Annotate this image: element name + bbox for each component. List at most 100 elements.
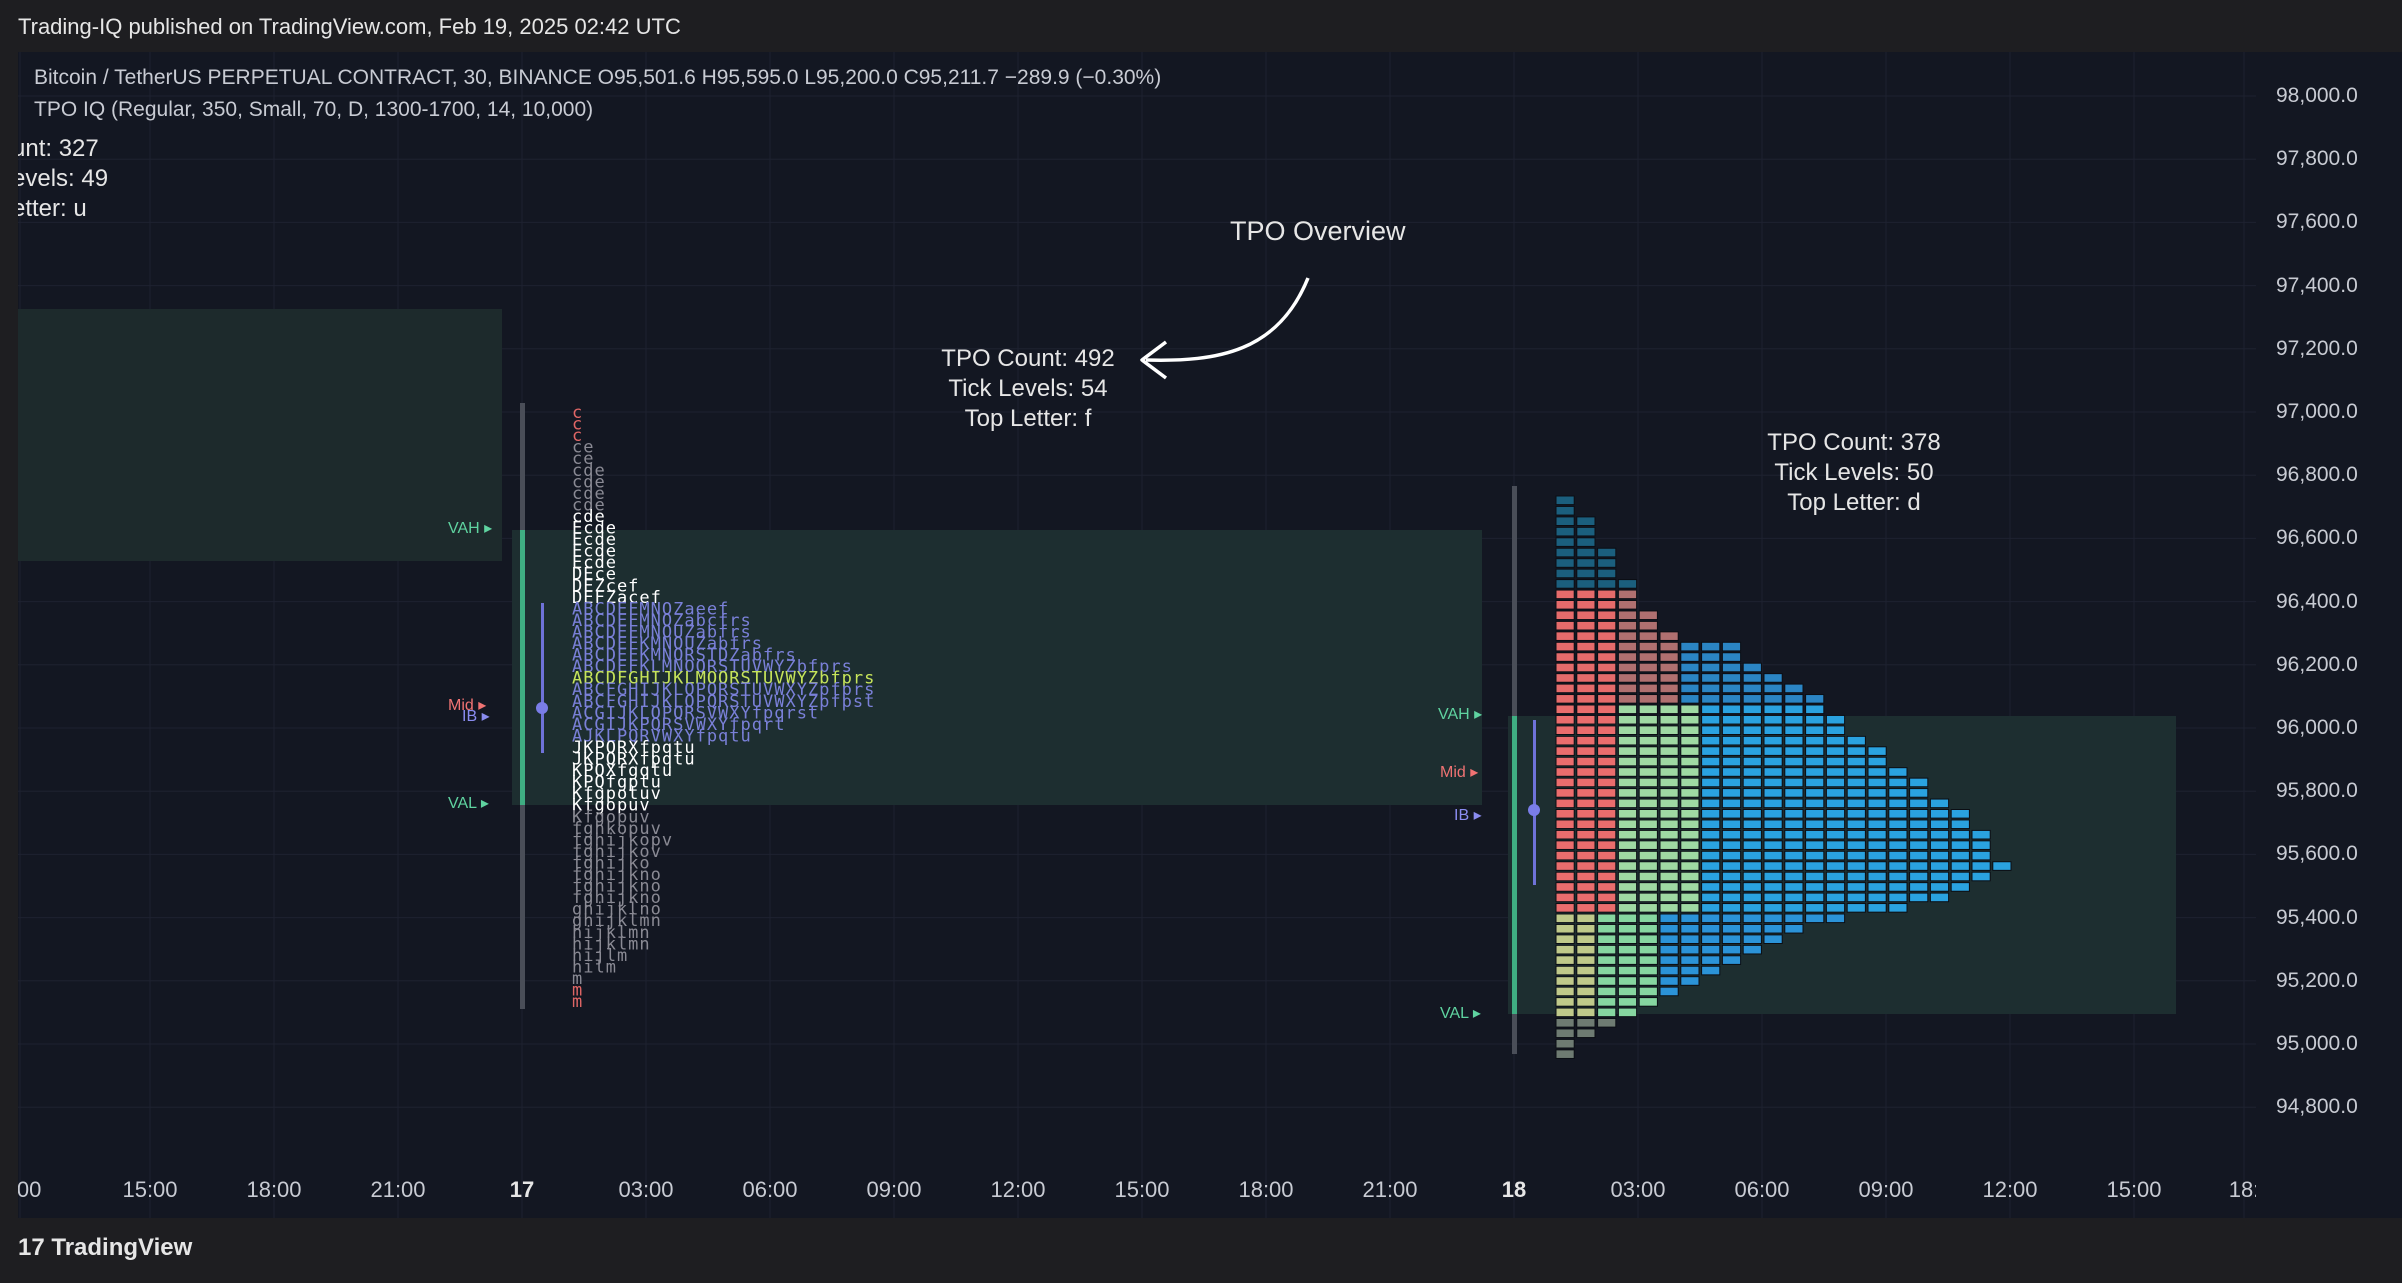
tpo-block xyxy=(1617,923,1638,934)
tpo-block xyxy=(1576,892,1596,903)
tpo-letter-row: hijklmn xyxy=(572,923,651,943)
price-axis[interactable]: 98,000.0 97,800.0 97,600.0 97,400.0 97,200.0… xyxy=(2256,52,2402,1218)
tpo-block xyxy=(1784,913,1804,924)
tpo-block xyxy=(1680,788,1700,798)
symbol-legend[interactable]: Bitcoin / TetherUS PERPETUAL CONTRACT, 3… xyxy=(34,66,1162,89)
indicator-legend[interactable]: TPO IQ (Regular, 350, Small, 70, D, 1300… xyxy=(34,98,594,121)
tpo-block xyxy=(1555,641,1575,652)
tpo-block xyxy=(1784,767,1804,777)
tpo-block xyxy=(1555,788,1575,798)
tpo-block xyxy=(1597,568,1617,579)
tpo-block xyxy=(1555,882,1575,892)
tpo-block xyxy=(1638,725,1658,736)
tpo-block xyxy=(1617,777,1638,788)
tpo-block xyxy=(1555,1049,1575,1059)
tpo-block xyxy=(1805,892,1825,903)
tpo-block xyxy=(1617,986,1638,997)
tpo-block xyxy=(1617,997,1638,1007)
tradingview-logo[interactable]: 17 TradingView xyxy=(18,1234,193,1261)
tpo-block xyxy=(1555,495,1575,506)
tpo-block xyxy=(1617,944,1638,955)
tpo-block xyxy=(1742,903,1762,913)
tpo-block xyxy=(1597,683,1617,694)
tpo-block xyxy=(1597,714,1617,725)
tpo-block xyxy=(1950,829,1970,840)
tpo-letter-row: ABCDEFKMNOUZabfrs xyxy=(572,634,763,654)
tpo-block xyxy=(1721,714,1742,725)
tpo-letter-row: ABCFGHIJKLOPQRSTUVWXYZpfprs xyxy=(572,680,875,700)
tpo-block xyxy=(1867,861,1887,871)
tpo-block xyxy=(1638,756,1658,767)
right-top-letter: Top Letter: d xyxy=(1787,489,1921,516)
tpo-block xyxy=(1680,892,1700,903)
tpo-block xyxy=(1659,850,1679,861)
tpo-letter-row: m xyxy=(572,981,583,1001)
price-tick: 95,800.0 xyxy=(2276,779,2358,803)
tpo-block xyxy=(1659,704,1679,715)
tpo-block xyxy=(1555,819,1575,830)
tpo-block xyxy=(1597,589,1617,600)
tpo-block xyxy=(1701,798,1721,809)
tpo-block xyxy=(1888,861,1908,871)
left-tick-levels: evels: 49 xyxy=(18,165,109,192)
tpo-block xyxy=(1638,955,1658,965)
tpo-block xyxy=(1617,871,1638,882)
tpo-block xyxy=(1742,892,1762,903)
tpo-block xyxy=(1617,861,1638,871)
tpo-block xyxy=(1576,735,1596,746)
tpo-block xyxy=(1576,516,1596,526)
tpo-block xyxy=(1742,882,1762,892)
tpo-block xyxy=(1659,777,1679,788)
tpo-block xyxy=(1763,798,1783,809)
tpo-block xyxy=(1784,725,1804,736)
tpo-block xyxy=(1659,819,1679,830)
time-tick: 15:00 xyxy=(1114,1177,1170,1202)
tpo-block xyxy=(1617,662,1638,673)
day18-ib-label: IB ▸ xyxy=(1454,807,1482,824)
tpo-block xyxy=(1617,829,1638,840)
tpo-block xyxy=(1721,798,1742,809)
tpo-block xyxy=(1597,788,1617,798)
tpo-block xyxy=(1597,986,1617,997)
time-tick: 18:00 xyxy=(1238,1177,1294,1202)
tpo-block xyxy=(1784,777,1804,788)
tpo-block xyxy=(1576,589,1596,600)
chart-pane[interactable]: c c c ce ce cde cde cde cde cde Ecde Ecde Ecde Ecde DE… xyxy=(18,52,2256,1218)
tpo-block xyxy=(1680,704,1700,715)
tpo-block xyxy=(1742,735,1762,746)
tpo-block xyxy=(1825,819,1846,830)
tpo-block xyxy=(1825,756,1846,767)
tpo-block xyxy=(1680,923,1700,934)
tpo-block xyxy=(1638,882,1658,892)
tpo-letter-row: c xyxy=(572,403,583,423)
tpo-block xyxy=(1805,714,1825,725)
tpo-block xyxy=(1763,777,1783,788)
tpo-block xyxy=(1597,579,1617,589)
tpo-block xyxy=(1680,725,1700,736)
tpo-letter-row: ce xyxy=(572,449,594,469)
tpo-block xyxy=(1597,652,1617,662)
tpo-letter-row: cde xyxy=(572,495,606,515)
tpo-block xyxy=(1846,871,1866,882)
tpo-block xyxy=(1950,871,1970,882)
tpo-block xyxy=(1638,652,1658,662)
tpo-block xyxy=(1846,788,1866,798)
tpo-block xyxy=(1659,913,1679,924)
day17-ib-label: IB ▸ xyxy=(462,708,490,725)
tpo-letter-row: hilm xyxy=(572,957,617,977)
tpo-block xyxy=(1638,641,1658,652)
tpo-block xyxy=(1555,871,1575,882)
tpo-block xyxy=(1597,850,1617,861)
tpo-block xyxy=(1617,976,1638,986)
tpo-block xyxy=(1555,944,1575,955)
tpo-block xyxy=(1555,976,1575,986)
tpo-block xyxy=(1597,547,1617,558)
tpo-block xyxy=(1576,537,1596,547)
tpo-block xyxy=(1597,965,1617,976)
tpo-block xyxy=(1784,871,1804,882)
tpo-block xyxy=(1701,913,1721,924)
tpo-block xyxy=(1555,850,1575,861)
center-top-letter: Top Letter: f xyxy=(964,405,1092,432)
tpo-block xyxy=(1805,704,1825,715)
tpo-block xyxy=(1721,850,1742,861)
